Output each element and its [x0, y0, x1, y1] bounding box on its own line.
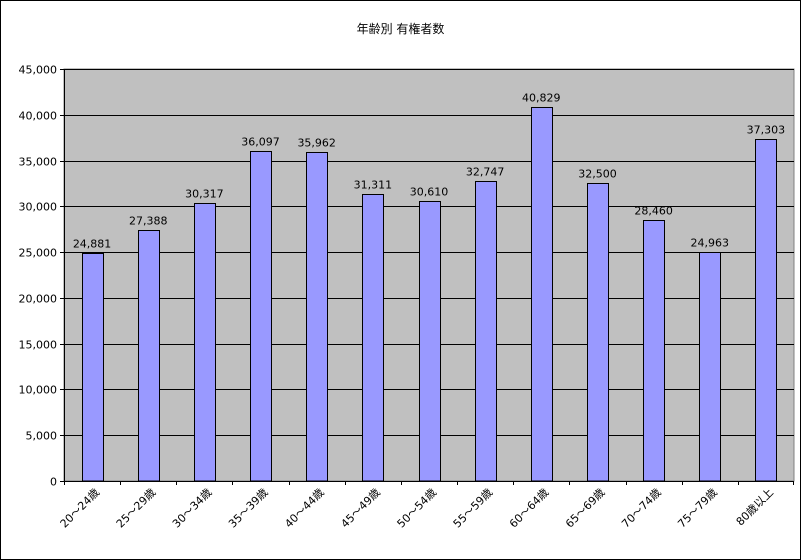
data-label: 32,500 [578, 168, 617, 181]
x-tick-label: 45～49歳 [338, 486, 383, 531]
y-tick-label: 30,000 [19, 201, 58, 214]
bar [755, 139, 777, 482]
bar [194, 203, 216, 482]
y-tick-label: 5,000 [26, 430, 58, 443]
y-tick-label: 45,000 [19, 64, 58, 77]
x-tick-label: 60～64歳 [507, 486, 552, 531]
x-tick-label: 50～54歳 [395, 486, 440, 531]
data-label: 24,881 [73, 238, 112, 251]
y-tick-label: 10,000 [19, 384, 58, 397]
x-tick-label: 35～39歳 [226, 486, 271, 531]
bar [643, 220, 665, 482]
y-tick-label: 0 [50, 476, 57, 489]
bar [531, 107, 553, 482]
x-tick-label: 70～74歳 [619, 486, 664, 531]
bar [587, 183, 609, 482]
data-label: 36,097 [241, 136, 280, 149]
y-tick-label: 20,000 [19, 293, 58, 306]
x-tick-label: 25～29歳 [114, 486, 159, 531]
data-label: 31,311 [354, 179, 393, 192]
x-tick-label: 20～24歳 [58, 486, 103, 531]
bar [250, 151, 272, 482]
chart-title: 年齢別 有権者数 [356, 22, 445, 36]
data-label: 40,829 [522, 92, 561, 105]
data-label: 30,317 [185, 188, 224, 201]
bar [138, 230, 160, 482]
y-tick-label: 40,000 [19, 110, 58, 123]
bar [475, 181, 497, 482]
x-tick-label: 55～59歳 [451, 486, 496, 531]
x-tick-label: 75～79歳 [675, 486, 720, 531]
x-tick-label: 80歳以上 [734, 486, 776, 528]
x-tick-label: 40～44歳 [282, 486, 327, 531]
x-tick-label: 30～34歳 [170, 486, 215, 531]
data-label: 35,962 [297, 137, 336, 150]
bar [306, 152, 328, 482]
bar [699, 252, 721, 482]
x-tick-label: 65～69歳 [563, 486, 608, 531]
y-tick-label: 15,000 [19, 339, 58, 352]
bar [82, 253, 104, 482]
bar [419, 201, 441, 482]
data-label: 37,303 [747, 124, 786, 137]
bar [362, 194, 384, 482]
data-label: 28,460 [634, 205, 673, 218]
data-label: 30,610 [410, 186, 449, 199]
data-label: 24,963 [691, 237, 730, 250]
y-tick-label: 25,000 [19, 247, 58, 260]
data-label: 27,388 [129, 215, 168, 228]
y-tick-label: 35,000 [19, 156, 58, 169]
data-label: 32,747 [466, 166, 505, 179]
